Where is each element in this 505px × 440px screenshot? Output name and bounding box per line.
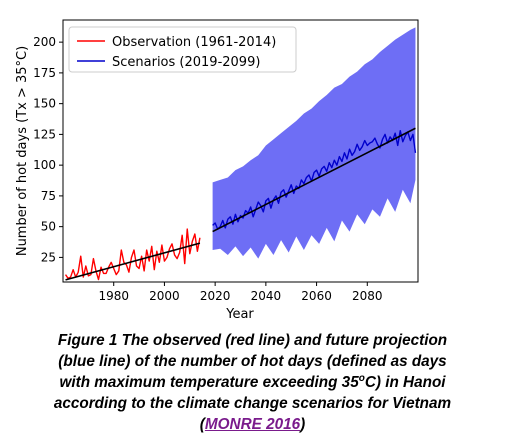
legend-box	[68, 26, 297, 73]
caption-text: (	[199, 416, 205, 433]
caption-line: (blue line) of the number of hot days (d…	[58, 353, 447, 370]
x-tick-label: 2080	[352, 289, 383, 303]
x-tick-label: 2020	[200, 289, 231, 303]
y-tick-label: 175	[33, 66, 56, 80]
y-tick-label: 150	[33, 97, 56, 111]
observation-line	[64, 228, 201, 281]
caption-line: with maximum temperature exceeding 35oC)…	[6, 372, 499, 393]
caption-text: )	[300, 416, 306, 433]
y-tick-label: 75	[41, 189, 56, 203]
trend-lines	[65, 127, 416, 281]
caption-line: Figure 1 The observed (red line) and fut…	[57, 332, 448, 349]
x-tick-label: 1980	[98, 289, 129, 303]
y-tick-label: 100	[33, 158, 56, 172]
x-axis-label: Year	[225, 307, 254, 322]
chart-canvas: 1980 2000 2020 2040 2060 2080 25 50 75 100 125 150…	[15, 19, 419, 322]
trend-line	[65, 242, 201, 281]
x-tick-label: 2000	[149, 289, 180, 303]
figure-caption: Figure 1 The observed (red line) and fut…	[6, 330, 499, 435]
legend: Observation (1961-2014) Scenarios (2019-…	[68, 26, 297, 73]
hot-days-chart: 1980 2000 2020 2040 2060 2080 25 50 75 100 125 150…	[15, 19, 419, 322]
x-tick-label: 2040	[251, 289, 282, 303]
scenario-range-band	[212, 27, 416, 259]
caption-line: (MONRE 2016)	[6, 414, 499, 435]
y-axis-label: Number of hot days (Tx > 35°C)	[15, 46, 30, 256]
caption-text: with maximum temperature exceeding 35	[59, 374, 359, 391]
trend-line	[212, 127, 416, 233]
legend-label-observation: Observation (1961-2014)	[112, 35, 276, 50]
degree-superscript: o	[358, 372, 365, 384]
scenarios-line	[212, 130, 417, 230]
legend-label-scenarios: Scenarios (2019-2099)	[112, 55, 260, 70]
caption-line: according to the climate change scenario…	[53, 395, 452, 412]
caption-text: C) in Hanoi	[364, 374, 446, 391]
plot-frame	[62, 19, 419, 283]
y-tick-label: 200	[33, 35, 56, 49]
y-axis-ticks: 25 50 75 100 125 150 175 200	[33, 35, 63, 264]
y-tick-label: 50	[41, 220, 56, 234]
x-tick-label: 2060	[301, 289, 332, 303]
y-tick-label: 125	[33, 127, 56, 141]
x-axis-ticks: 1980 2000 2020 2040 2060 2080	[98, 282, 383, 303]
source-link[interactable]: MONRE 2016	[204, 416, 301, 433]
y-tick-label: 25	[41, 250, 56, 264]
scenario-range-area	[212, 27, 416, 259]
